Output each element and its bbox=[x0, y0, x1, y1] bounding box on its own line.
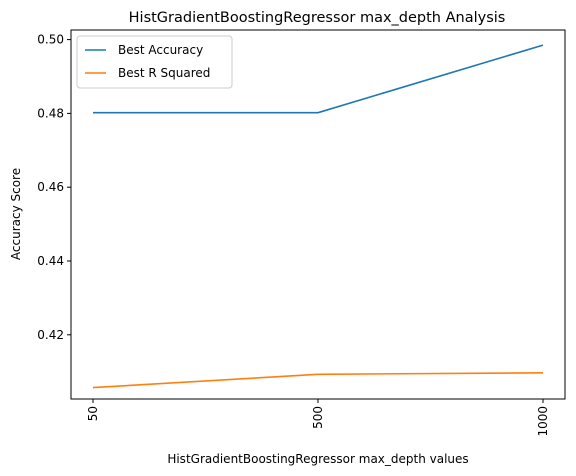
legend: Best Accuracy Best R Squared bbox=[76, 35, 233, 89]
y-axis-label: Accuracy Score bbox=[9, 168, 23, 260]
plot-area bbox=[70, 29, 566, 400]
series-line-best-accuracy bbox=[93, 44, 544, 114]
x-tick-label: 1000 bbox=[536, 406, 550, 437]
series-line-best-r-squared bbox=[92, 372, 544, 389]
x-axis-label: HistGradientBoostingRegressor max_depth … bbox=[167, 452, 468, 466]
legend-label-best-accuracy: Best Accuracy bbox=[118, 43, 203, 57]
x-tick-label: 500 bbox=[311, 406, 325, 429]
x-axis: 50 500 1000 bbox=[86, 399, 550, 437]
series-lines bbox=[92, 44, 544, 389]
y-axis: 0.42 0.44 0.46 0.48 0.50 bbox=[37, 33, 71, 342]
y-tick-label: 0.44 bbox=[37, 254, 64, 268]
chart-title: HistGradientBoostingRegressor max_depth … bbox=[129, 10, 506, 26]
y-tick-label: 0.42 bbox=[37, 328, 64, 342]
y-tick-label: 0.46 bbox=[37, 180, 64, 194]
legend-label-best-r-squared: Best R Squared bbox=[118, 66, 210, 80]
x-tick-label: 50 bbox=[86, 406, 100, 421]
legend-box bbox=[76, 35, 233, 89]
y-tick-label: 0.50 bbox=[37, 33, 64, 47]
y-tick-label: 0.48 bbox=[37, 106, 64, 120]
